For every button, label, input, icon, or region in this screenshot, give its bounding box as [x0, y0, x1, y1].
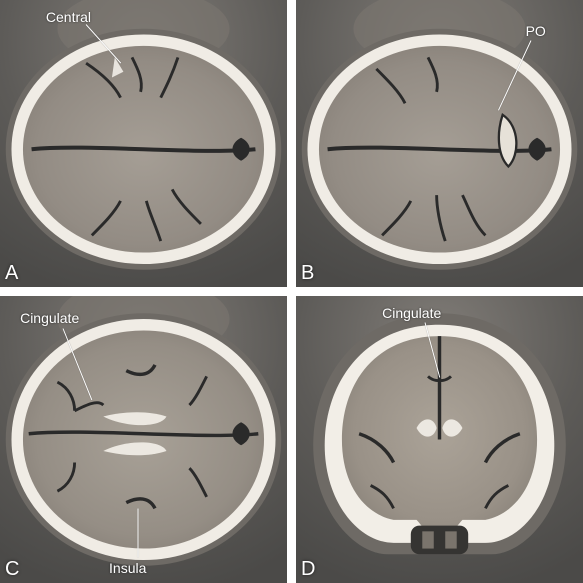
label-central: Central [46, 9, 91, 25]
panel-letter-d: D [301, 558, 315, 581]
leader-insula [137, 509, 138, 558]
panel-d: Cingulate D [296, 296, 583, 583]
figure-grid: Central A [0, 0, 583, 583]
label-cingulate-d: Cingulate [382, 305, 441, 321]
panel-letter-c: C [5, 558, 19, 581]
mri-image-a [0, 0, 287, 287]
panel-b: PO B [296, 0, 583, 287]
label-cingulate-c: Cingulate [20, 310, 79, 326]
mri-image-b [296, 0, 583, 287]
panel-c: Cingulate Insula C [0, 296, 287, 583]
panel-letter-a: A [5, 262, 18, 285]
panel-letter-b: B [301, 262, 314, 285]
label-insula: Insula [109, 560, 146, 576]
mri-image-d [296, 296, 583, 583]
label-po: PO [526, 23, 546, 39]
mri-image-c [0, 296, 287, 583]
panel-a: Central A [0, 0, 287, 287]
